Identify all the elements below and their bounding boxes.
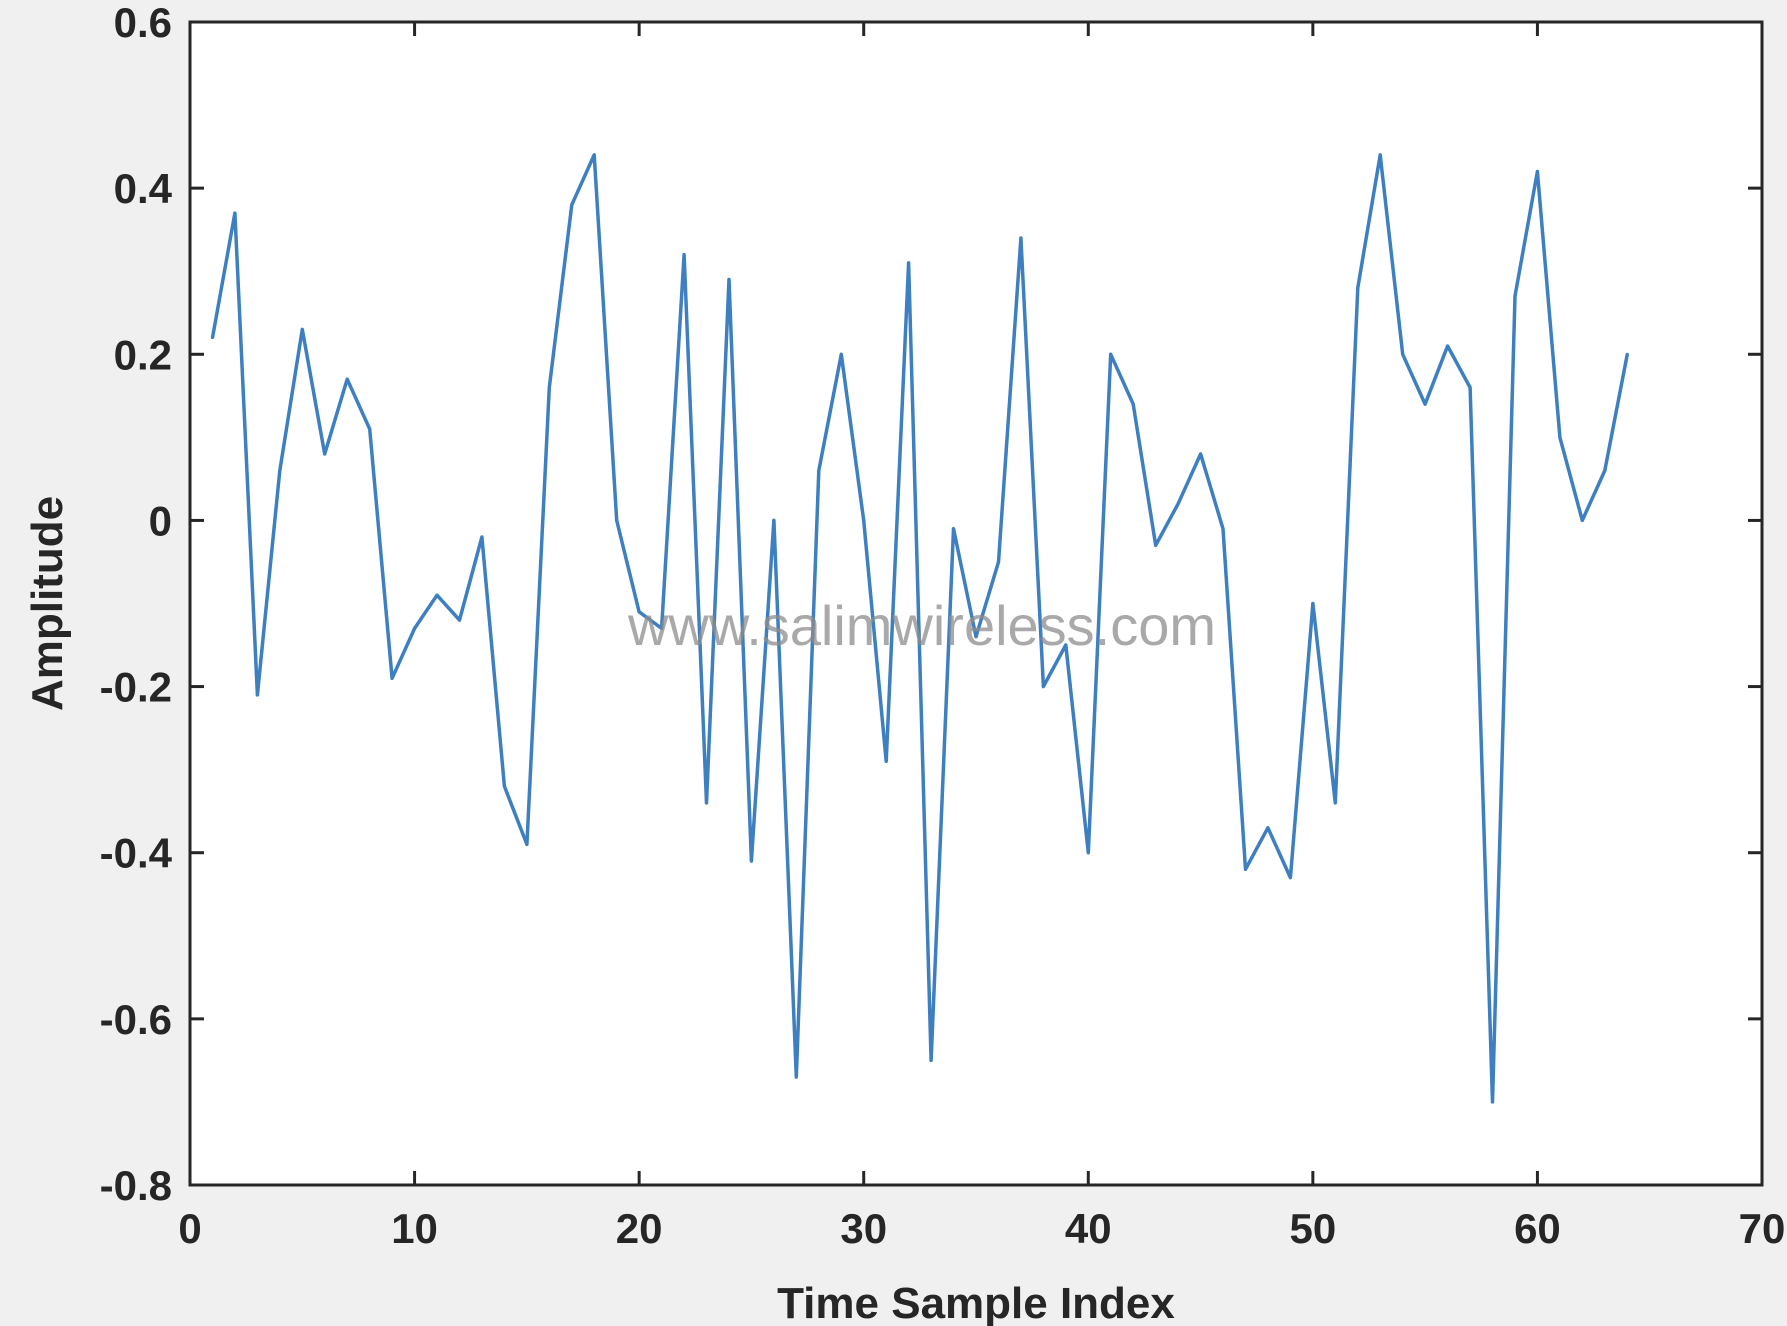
data-point <box>233 211 237 215</box>
data-point <box>637 610 641 614</box>
data-point <box>525 842 529 846</box>
data-point <box>929 1058 933 1062</box>
data-point <box>682 253 686 257</box>
data-point <box>1086 851 1090 855</box>
data-point <box>1221 527 1225 531</box>
data-point <box>1243 867 1247 871</box>
data-point <box>772 518 776 522</box>
data-point <box>817 469 821 473</box>
x-tick-label: 20 <box>616 1205 663 1252</box>
x-tick-label: 60 <box>1514 1205 1561 1252</box>
data-point <box>1603 469 1607 473</box>
data-point <box>1535 170 1539 174</box>
data-point <box>749 859 753 863</box>
data-point <box>839 352 843 356</box>
y-tick-label: -0.6 <box>100 996 172 1043</box>
data-point <box>1333 801 1337 805</box>
data-point <box>390 676 394 680</box>
data-point <box>1401 352 1405 356</box>
plot-area <box>190 22 1762 1185</box>
x-tick-label: 0 <box>178 1205 201 1252</box>
data-point <box>1064 643 1068 647</box>
watermark-text: www.salimwireless.com <box>627 594 1216 657</box>
y-tick-label: 0.2 <box>114 331 172 378</box>
data-point <box>1513 294 1517 298</box>
data-point <box>794 1075 798 1079</box>
data-point <box>1580 518 1584 522</box>
data-point <box>727 278 731 282</box>
data-point <box>300 327 304 331</box>
y-tick-label: 0.4 <box>114 165 173 212</box>
data-point <box>705 801 709 805</box>
data-point <box>1109 352 1113 356</box>
data-point <box>1558 435 1562 439</box>
data-point <box>996 560 1000 564</box>
data-point <box>884 759 888 763</box>
data-point <box>952 527 956 531</box>
data-point <box>502 784 506 788</box>
series-line <box>210 153 1630 1104</box>
data-point <box>547 386 551 390</box>
data-point <box>457 618 461 622</box>
x-tick-label: 70 <box>1739 1205 1786 1252</box>
data-point <box>255 693 259 697</box>
y-tick-labels: -0.8 -0.6 -0.4 -0.2 0 0.2 0.4 0.6 <box>100 0 173 1209</box>
x-tick-label: 10 <box>391 1205 438 1252</box>
data-point <box>660 626 664 630</box>
data-point <box>480 535 484 539</box>
data-point <box>368 427 372 431</box>
data-point <box>1176 502 1180 506</box>
data-point <box>570 203 574 207</box>
data-point <box>907 261 911 265</box>
data-point <box>278 469 282 473</box>
data-point <box>1356 286 1360 290</box>
y-tick-label: 0 <box>149 497 172 544</box>
y-tick-label: 0.6 <box>114 0 172 46</box>
data-point <box>1468 386 1472 390</box>
data-point <box>1266 826 1270 830</box>
series-layer <box>210 153 1630 1104</box>
data-point <box>1625 352 1629 356</box>
y-tick-label: -0.2 <box>100 664 172 711</box>
data-point <box>1446 344 1450 348</box>
data-point <box>592 153 596 157</box>
data-point <box>1491 1100 1495 1104</box>
data-point <box>1423 402 1427 406</box>
x-tick-label: 40 <box>1065 1205 1112 1252</box>
axes-frame <box>188 20 1764 1187</box>
data-point <box>1378 153 1382 157</box>
data-point <box>1041 685 1045 689</box>
data-point <box>974 635 978 639</box>
data-point <box>1019 236 1023 240</box>
x-tick-labels: 0 10 20 30 40 50 60 70 <box>178 1205 1785 1252</box>
data-point <box>862 518 866 522</box>
data-point <box>345 377 349 381</box>
data-point <box>1199 452 1203 456</box>
y-axis-label: Amplitude <box>23 496 72 711</box>
y-tick-label: -0.8 <box>100 1162 172 1209</box>
data-point <box>210 336 214 340</box>
x-tick-label: 30 <box>840 1205 887 1252</box>
data-point <box>413 626 417 630</box>
x-axis-label: Time Sample Index <box>777 1279 1175 1326</box>
data-point <box>1131 402 1135 406</box>
data-point <box>615 518 619 522</box>
data-point <box>435 593 439 597</box>
data-point <box>323 452 327 456</box>
data-point <box>1154 543 1158 547</box>
x-tick-label: 50 <box>1289 1205 1336 1252</box>
data-point <box>1288 876 1292 880</box>
y-tick-label: -0.4 <box>100 830 173 877</box>
data-point <box>1311 602 1315 605</box>
